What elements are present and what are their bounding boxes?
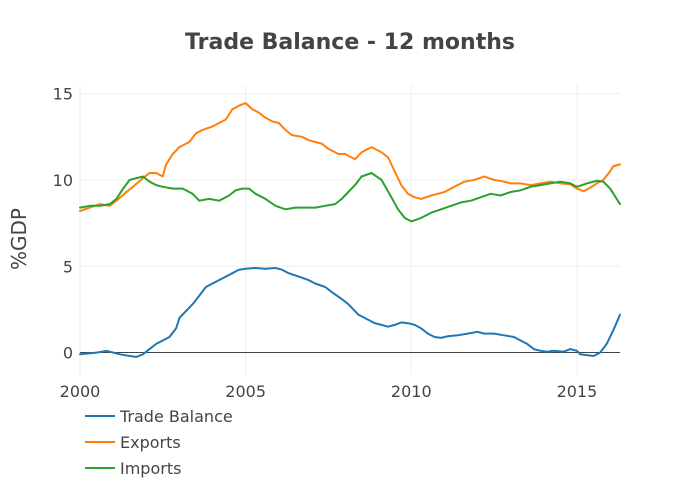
chart-title: Trade Balance - 12 months — [185, 30, 515, 55]
grid-layer — [79, 85, 620, 375]
y-axis-label: %GDP — [7, 208, 31, 270]
x-tick-labels: 2000 2005 2010 2015 — [60, 382, 598, 401]
y-tick-label: 15 — [53, 85, 73, 104]
y-tick-label: 0 — [63, 344, 73, 363]
legend-label: Imports — [120, 459, 181, 478]
series-line-exports — [79, 102, 621, 212]
legend-item[interactable]: Exports — [85, 433, 181, 452]
x-tick-label: 2005 — [225, 382, 266, 401]
x-tick-label: 2000 — [60, 382, 101, 401]
legend: Trade Balance Exports Imports — [85, 407, 233, 478]
series-layer — [79, 102, 621, 358]
legend-label: Exports — [120, 433, 181, 452]
series-line-trade-balance — [79, 267, 621, 358]
y-tick-label: 5 — [63, 257, 73, 276]
x-tick-label: 2010 — [391, 382, 432, 401]
legend-label: Trade Balance — [119, 407, 233, 426]
y-tick-labels: 0 5 10 15 — [53, 85, 73, 363]
series-line-imports — [79, 172, 621, 223]
x-tick-label: 2015 — [557, 382, 598, 401]
legend-item[interactable]: Imports — [85, 459, 181, 478]
legend-item[interactable]: Trade Balance — [85, 407, 233, 426]
y-tick-label: 10 — [53, 171, 73, 190]
